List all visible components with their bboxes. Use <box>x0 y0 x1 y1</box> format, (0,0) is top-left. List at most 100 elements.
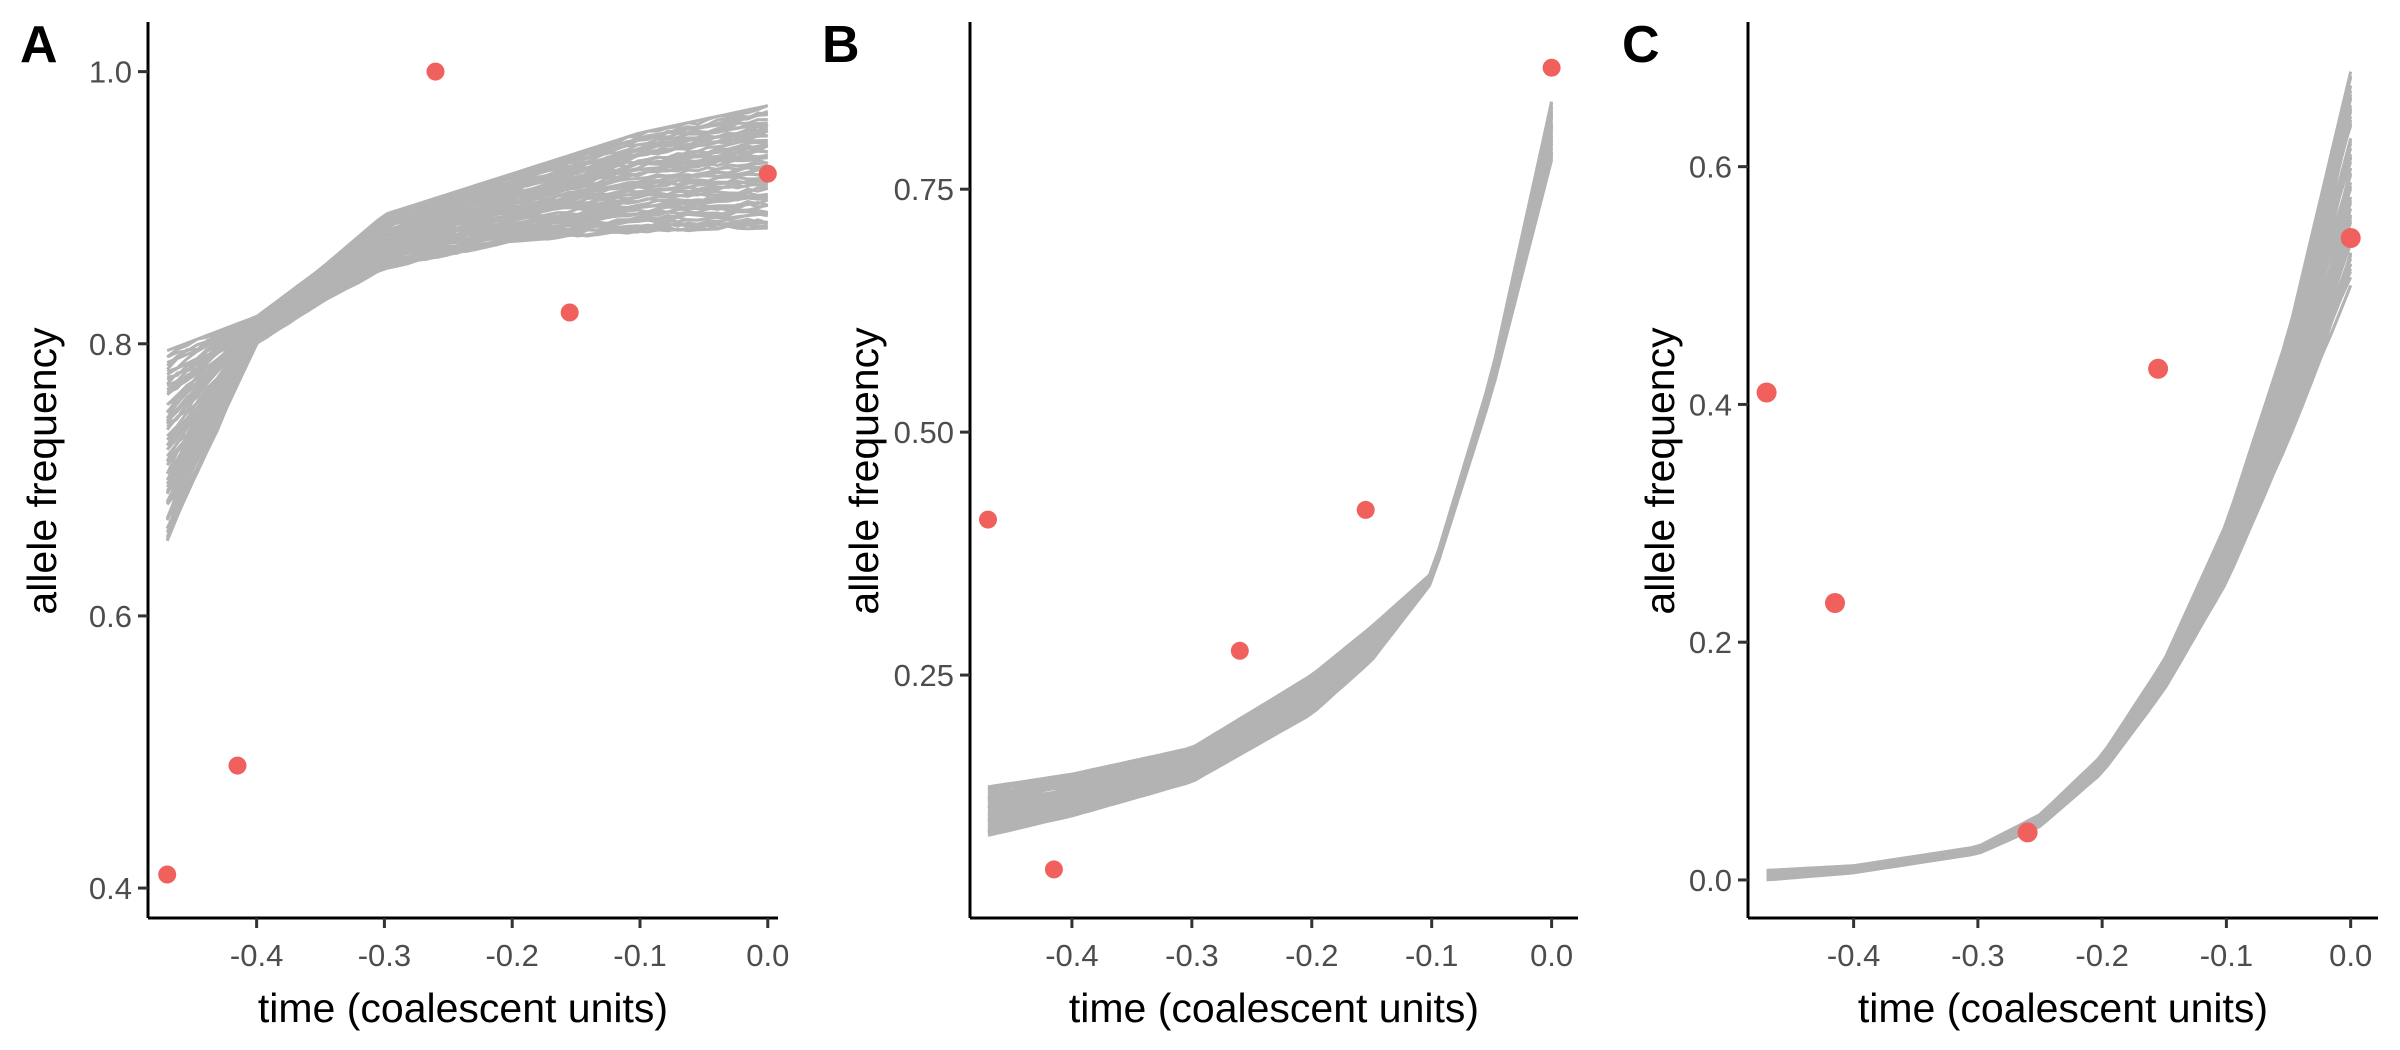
trajectory-line <box>1766 253 2353 881</box>
x-tick-label: -0.1 <box>2200 938 2253 973</box>
trajectory-line <box>1766 252 2353 881</box>
trajectory-line <box>1766 263 2353 881</box>
trajectory-line <box>1766 284 2353 882</box>
trajectory-line <box>1766 147 2353 876</box>
panel-b: -0.4 -0.3 -0.2 -0.1 0.0 0.25 0.50 0.75 time (coa… <box>822 16 1578 1031</box>
observed-point <box>1044 860 1063 879</box>
y-tick-label: 0.25 <box>894 658 954 693</box>
x-tick-label: -0.2 <box>2075 938 2128 973</box>
trajectory-line <box>1766 199 2353 878</box>
observed-point <box>1542 58 1561 77</box>
y-axis-title: allele frequency <box>1637 327 1683 615</box>
y-tick-label: 0.6 <box>1689 150 1732 185</box>
trajectory-line <box>1766 254 2353 880</box>
trajectory-line <box>1766 153 2353 876</box>
observed-point <box>560 303 579 322</box>
y-tick-label: 0.75 <box>894 172 954 207</box>
observed-point <box>758 164 777 183</box>
trajectory-line <box>1766 207 2353 879</box>
y-tick-label: 0.6 <box>89 599 132 634</box>
trajectory-line <box>165 223 769 538</box>
y-axis-title: allele frequency <box>19 327 65 615</box>
trajectory-line <box>1766 155 2353 876</box>
trajectory-line <box>987 106 1554 792</box>
observed-point <box>228 756 247 775</box>
x-tick-label: -0.4 <box>1827 938 1880 973</box>
trajectory-line <box>1766 214 2353 879</box>
trajectory-line <box>1766 240 2353 880</box>
panel-label: A <box>20 16 58 74</box>
trajectory-line <box>165 220 768 529</box>
trajectory-line <box>987 106 1554 793</box>
x-tick-label: -0.3 <box>1951 938 2004 973</box>
panel-a: -0.4 -0.3 -0.2 -0.1 0.0 0.4 0.6 0.8 1.0 time (coa… <box>19 16 789 1031</box>
observed-point <box>2148 358 2169 379</box>
x-tick-label: 0.0 <box>746 938 789 973</box>
trajectory-lines <box>1766 71 2353 882</box>
x-tick-label: -0.1 <box>613 938 666 973</box>
trajectory-line <box>1766 284 2353 882</box>
x-axis-title: time (coalescent units) <box>1858 985 2268 1031</box>
trajectory-line <box>1766 235 2353 880</box>
x-tick-label: -0.1 <box>1405 938 1458 973</box>
observed-point <box>2340 228 2361 248</box>
observed-point <box>2017 822 2038 843</box>
observed-points <box>979 58 1561 879</box>
panel-label: C <box>1622 16 1660 74</box>
trajectory-line <box>165 210 768 520</box>
observed-point <box>1230 641 1249 660</box>
observed-point <box>1356 500 1375 519</box>
trajectory-line <box>165 224 768 542</box>
trajectory-lines <box>987 101 1554 837</box>
trajectory-line <box>987 101 1554 789</box>
trajectory-line <box>1766 185 2353 878</box>
trajectory-line <box>1766 167 2353 877</box>
trajectory-line <box>1766 186 2353 877</box>
observed-point <box>1825 593 1845 613</box>
x-tick-label: 0.0 <box>2329 938 2372 973</box>
x-tick-label: -0.4 <box>1045 938 1098 973</box>
trajectory-line <box>165 212 769 520</box>
trajectory-line <box>1766 240 2353 880</box>
x-tick-label: -0.4 <box>230 938 283 973</box>
observed-point <box>158 865 177 884</box>
trajectory-line <box>1766 138 2353 875</box>
trajectory-line <box>987 107 1554 794</box>
x-tick-label: -0.3 <box>358 938 411 973</box>
trajectory-line <box>1766 268 2353 881</box>
trajectory-line <box>1766 188 2353 878</box>
trajectory-line <box>1766 229 2353 879</box>
y-tick-label: 0.2 <box>1689 625 1732 660</box>
observed-points <box>158 62 777 884</box>
x-axis-title: time (coalescent units) <box>258 985 668 1031</box>
trajectory-line <box>1766 243 2353 880</box>
trajectory-line <box>1766 157 2353 876</box>
trajectory-line <box>1766 257 2353 881</box>
observed-point <box>979 510 997 529</box>
trajectory-line <box>1766 161 2353 876</box>
x-tick-label: -0.2 <box>1285 938 1338 973</box>
y-tick-label: 0.50 <box>894 415 954 450</box>
trajectory-line <box>166 104 769 353</box>
trajectory-line <box>1766 231 2353 879</box>
trajectory-line <box>1766 140 2353 875</box>
trajectory-line <box>987 103 1554 790</box>
trajectory-line <box>1766 174 2353 877</box>
x-axis-title: time (coalescent units) <box>1069 985 1479 1031</box>
trajectory-line <box>1766 172 2353 877</box>
trajectory-line <box>165 211 769 521</box>
trajectory-lines <box>165 104 769 542</box>
y-tick-label: 1.0 <box>89 55 132 90</box>
trajectory-line <box>1766 276 2353 881</box>
x-tick-label: 0.0 <box>1530 938 1573 973</box>
observed-points <box>1756 228 2361 843</box>
trajectory-line <box>1766 157 2353 876</box>
trajectory-line <box>1766 270 2353 881</box>
panel-label: B <box>822 16 860 74</box>
trajectory-line <box>165 217 768 530</box>
y-tick-label: 0.8 <box>89 327 132 362</box>
trajectory-line <box>1766 181 2353 877</box>
trajectory-line <box>1766 196 2353 878</box>
trajectory-line <box>1766 71 2353 872</box>
